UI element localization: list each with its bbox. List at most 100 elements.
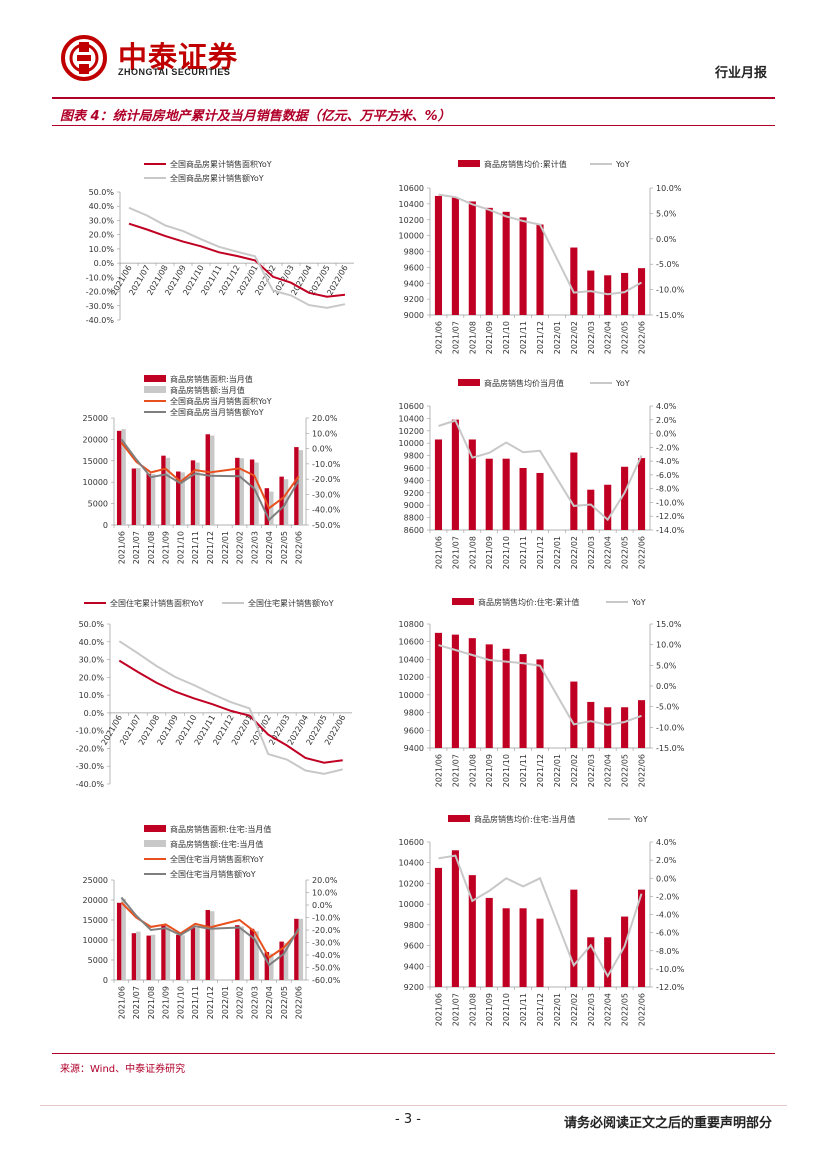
- c4-xtick-label: 2022/01: [553, 536, 562, 569]
- c7-xtick-label: 2021/08: [147, 986, 156, 1019]
- c4-bar-0: [621, 466, 629, 530]
- c7-xtick-label: 2021/07: [132, 986, 141, 1019]
- c7-ytick-right: 0.0%: [312, 901, 333, 910]
- c8-xtick-label: 2021/10: [502, 993, 511, 1026]
- c6-xtick-label: 2022/05: [621, 754, 630, 787]
- c8-bar-0: [451, 850, 459, 987]
- c3-ytick-left: 10000: [83, 478, 108, 487]
- c4-bar-0: [451, 419, 459, 530]
- figure-title: 图表 4：统计局房地产累计及当月销售数据（亿元、万平方米、%）: [60, 109, 451, 124]
- c3-ytick-left: 15000: [83, 457, 108, 466]
- c7-legend-swatch: [144, 825, 166, 832]
- c2-legend-label: 商品房销售均价:累计值: [484, 159, 567, 169]
- c7-bar-0: [161, 925, 166, 980]
- c7-bar-1: [136, 931, 141, 980]
- c8-xtick-label: 2022/06: [638, 993, 647, 1026]
- c3-bar-0: [146, 473, 151, 525]
- c1-ytick-left: -10.0%: [86, 273, 115, 282]
- c2-ytick-right: 0.0%: [656, 235, 677, 244]
- c3-ytick-right: 0.0%: [312, 445, 333, 454]
- c2-ytick-left: 10200: [399, 216, 424, 225]
- c4-ytick-left: 9000: [404, 501, 424, 510]
- c3-ytick-right: 20.0%: [312, 414, 338, 423]
- c3-xtick-label: 2022/02: [236, 531, 245, 564]
- c7-bar-0: [131, 933, 137, 980]
- c4-xtick-label: 2022/05: [621, 536, 630, 569]
- c6-xtick-label: 2022/06: [638, 754, 647, 787]
- c8-ytick-right: -10.0%: [656, 965, 685, 974]
- c2-xtick-label: 2021/10: [502, 321, 511, 354]
- c8-bar-0: [604, 937, 612, 987]
- c4-xtick-label: 2021/10: [502, 536, 511, 569]
- c4-ytick-right: -10.0%: [656, 498, 685, 507]
- c8-xtick-label: 2021/09: [485, 993, 494, 1026]
- c3-legend-swatch: [144, 386, 166, 393]
- c2-ytick-right: -5.0%: [656, 260, 680, 269]
- c3-bar-1: [195, 462, 200, 525]
- c8-legend-swatch: [448, 815, 470, 822]
- c2-ytick-right: 10.0%: [656, 184, 682, 193]
- c7-bar-0: [205, 910, 210, 980]
- zhongtai-logo: [61, 35, 107, 81]
- c4-ytick-right: -2.0%: [656, 443, 680, 452]
- c6-bar-0: [502, 648, 510, 748]
- c6-xtick-label: 2022/03: [587, 754, 596, 787]
- c8-bar-0: [502, 908, 510, 987]
- c4-ytick-left: 8800: [404, 514, 424, 523]
- c6-xtick-label: 2021/06: [434, 754, 443, 787]
- c2-ytick-left: 10600: [399, 184, 424, 193]
- c5-ytick-left: -40.0%: [76, 780, 105, 789]
- chart-cumulative-sales-yoy: 50.0% 40.0% 30.0% 20.0% 10.0% 0.0% -10.0% -20.0…: [52, 150, 382, 350]
- c6-legend-swatch: [452, 598, 474, 605]
- c7-ytick-right: 20.0%: [312, 876, 338, 885]
- c6-xtick-label: 2021/11: [519, 754, 528, 787]
- c4-bar-0: [485, 458, 493, 530]
- c7-ytick-left: 10000: [83, 936, 108, 945]
- c7-bar-1: [195, 928, 200, 980]
- c2-ytick-left: 9200: [404, 295, 424, 304]
- c1-legend-label: 全国商品房累计销售额YoY: [170, 173, 264, 183]
- c6-xtick-label: 2021/10: [502, 754, 511, 787]
- c4-xtick-label: 2022/02: [570, 536, 579, 569]
- c8-xtick-label: 2021/06: [434, 993, 443, 1026]
- c8-line-0: [438, 854, 643, 979]
- c7-ytick-right: -40.0%: [312, 951, 341, 960]
- c4-xtick-label: 2021/07: [451, 536, 460, 569]
- c4-bar-0: [502, 458, 510, 530]
- c8-bar-0: [468, 875, 476, 987]
- c5-line-1: [118, 640, 343, 775]
- c3-line-0: [120, 441, 300, 510]
- c4-bar-0: [637, 458, 646, 530]
- c2-legend-label: YoY: [615, 160, 630, 169]
- c1-legend-label: 全国商品房累计销售面积YoY: [170, 159, 272, 169]
- c7-ytick-left: 5000: [88, 956, 108, 965]
- c8-xtick-label: 2022/01: [553, 993, 562, 1026]
- c6-xtick-label: 2021/09: [485, 754, 494, 787]
- chart-residential-monthly-sales: 25000 20000 15000 10000 5000 0 20.0% 10.0% 0.0% -…: [52, 820, 382, 1030]
- c4-xtick-label: 2021/11: [519, 536, 528, 569]
- c7-bar-0: [190, 927, 196, 980]
- c4-ytick-left: 10200: [399, 427, 424, 436]
- c6-bar-0: [468, 638, 476, 748]
- c3-bar-1: [136, 468, 141, 525]
- c3-ytick-right: -50.0%: [312, 521, 341, 530]
- source-note: 来源：Wind、中泰证券研究: [60, 1064, 186, 1075]
- c4-ytick-right: 2.0%: [656, 416, 677, 425]
- c2-xtick-label: 2021/08: [468, 321, 477, 354]
- c3-xtick-label: 2021/06: [117, 531, 126, 564]
- c6-ytick-left: 9800: [404, 709, 424, 718]
- c4-xtick-label: 2021/09: [485, 536, 494, 569]
- c4-ytick-left: 9800: [404, 452, 424, 461]
- c3-ytick-left: 20000: [83, 435, 108, 444]
- c1-svg: 50.0% 40.0% 30.0% 20.0% 10.0% 0.0% -10.0% -20.0…: [86, 159, 354, 325]
- c6-xtick-label: 2021/08: [468, 754, 477, 787]
- c4-legend-label: 商品房销售均价当月值: [484, 378, 564, 388]
- c5-ytick-left: 20.0%: [79, 673, 105, 682]
- c6-ytick-left: 10800: [399, 620, 424, 629]
- c4-ytick-left: 9600: [404, 464, 424, 473]
- c2-xtick-label: 2022/03: [587, 321, 596, 354]
- c4-xtick-label: 2022/06: [638, 536, 647, 569]
- c4-ytick-right: -12.0%: [656, 512, 685, 521]
- c3-ytick-right: -10.0%: [312, 460, 341, 469]
- c3-ytick-left: 0: [103, 521, 108, 530]
